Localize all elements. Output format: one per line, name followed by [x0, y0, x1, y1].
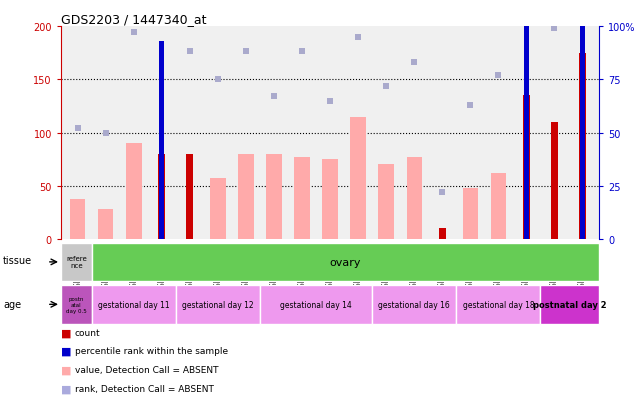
- Text: value, Detection Call = ABSENT: value, Detection Call = ABSENT: [75, 365, 219, 374]
- Bar: [160, 42, 164, 240]
- Text: rank, Detection Call = ABSENT: rank, Detection Call = ABSENT: [75, 384, 214, 393]
- Bar: [61, 244, 92, 281]
- Text: refere
nce: refere nce: [66, 256, 87, 269]
- Bar: [98, 210, 113, 240]
- Bar: [372, 285, 456, 324]
- Bar: [439, 229, 445, 240]
- Bar: [351, 117, 366, 240]
- Text: postn
atal
day 0.5: postn atal day 0.5: [66, 296, 87, 313]
- Bar: [579, 53, 586, 240]
- Bar: [158, 154, 165, 240]
- Text: gestational day 16: gestational day 16: [378, 300, 450, 309]
- Bar: [540, 285, 599, 324]
- Text: postnatal day 2: postnatal day 2: [533, 300, 606, 309]
- Bar: [406, 158, 422, 240]
- Text: percentile rank within the sample: percentile rank within the sample: [75, 347, 228, 356]
- Bar: [210, 179, 226, 240]
- Bar: [260, 285, 372, 324]
- Text: ovary: ovary: [329, 257, 362, 267]
- Bar: [176, 285, 260, 324]
- Bar: [580, 0, 585, 240]
- Bar: [523, 96, 530, 240]
- Bar: [490, 173, 506, 240]
- Bar: [187, 154, 194, 240]
- Text: ■: ■: [61, 346, 71, 356]
- Bar: [456, 285, 540, 324]
- Text: gestational day 18: gestational day 18: [463, 300, 534, 309]
- Text: age: age: [3, 299, 21, 310]
- Text: GDS2203 / 1447340_at: GDS2203 / 1447340_at: [61, 13, 206, 26]
- Text: ■: ■: [61, 328, 71, 337]
- Text: count: count: [75, 328, 101, 337]
- Bar: [524, 10, 529, 240]
- Bar: [294, 158, 310, 240]
- Bar: [238, 154, 254, 240]
- Bar: [266, 154, 282, 240]
- Text: gestational day 14: gestational day 14: [280, 300, 352, 309]
- Bar: [126, 144, 142, 240]
- Bar: [378, 165, 394, 240]
- Text: gestational day 12: gestational day 12: [182, 300, 254, 309]
- Text: ■: ■: [61, 365, 71, 375]
- Bar: [70, 199, 85, 240]
- Text: gestational day 11: gestational day 11: [98, 300, 170, 309]
- Bar: [463, 188, 478, 240]
- Bar: [551, 123, 558, 240]
- Text: ■: ■: [61, 383, 71, 393]
- Bar: [322, 160, 338, 240]
- Bar: [92, 285, 176, 324]
- Text: tissue: tissue: [3, 255, 32, 265]
- Bar: [61, 285, 92, 324]
